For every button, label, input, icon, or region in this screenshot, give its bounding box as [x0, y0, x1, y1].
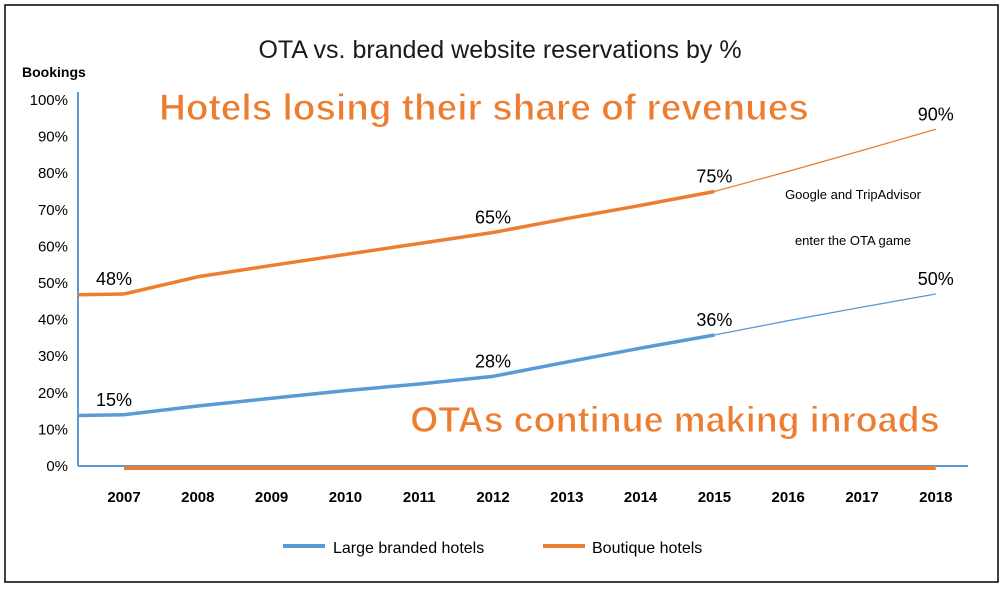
data-labels: 15% 28% 36% 50% 48% 65% 75% 90%	[96, 104, 954, 409]
data-label: 36%	[696, 310, 732, 330]
y-tick-label: 70%	[38, 202, 68, 219]
headline-bottom: OTAs continue making inroads	[410, 399, 939, 440]
y-tick-label: 10%	[38, 421, 68, 438]
y-tick-label: 60%	[38, 238, 68, 255]
x-tick-label: 2013	[550, 489, 583, 506]
data-label: 65%	[475, 207, 511, 227]
x-tick-label: 2010	[329, 489, 362, 506]
chart-frame	[4, 4, 999, 583]
data-label: 15%	[96, 390, 132, 410]
headline-top: Hotels losing their share of revenues	[159, 87, 809, 128]
data-label: 75%	[696, 167, 732, 187]
y-tick-label: 40%	[38, 312, 68, 329]
y-tick-label: 50%	[38, 275, 68, 292]
x-tick-label: 2008	[181, 489, 214, 506]
note-line-2: enter the OTA game	[795, 233, 911, 248]
data-label: 48%	[96, 269, 132, 289]
y-axis-label: Bookings	[22, 64, 86, 80]
axes: 0% 10% 20% 30% 40% 50% 60% 70% 80% 90% 100% 2007 200…	[30, 92, 968, 506]
note-line-1: Google and TripAdvisor	[785, 187, 922, 202]
series-projection-large-branded-hotels	[714, 293, 936, 336]
x-tick-label: 2011	[403, 489, 436, 506]
data-label: 50%	[918, 269, 954, 289]
y-tick-label: 100%	[30, 92, 68, 109]
x-tick-label: 2016	[772, 489, 805, 506]
x-tick-label: 2014	[624, 489, 658, 506]
x-tick-label: 2015	[698, 489, 731, 506]
x-tick-label: 2017	[845, 489, 878, 506]
y-tick-label: 0%	[46, 458, 68, 475]
series-line-boutique-hotels	[123, 189, 715, 296]
legend-label-large-branded: Large branded hotels	[333, 540, 484, 557]
x-tick-label: 2012	[476, 489, 509, 506]
y-tick-label: 30%	[38, 348, 68, 365]
series-line-start-large-branded-hotels	[77, 413, 125, 418]
series-projection-boutique-hotels	[714, 128, 936, 193]
y-tick-label: 90%	[38, 129, 68, 146]
data-label: 28%	[475, 351, 511, 371]
y-tick-label: 80%	[38, 165, 68, 182]
chart-title: OTA vs. branded website reservations by …	[258, 36, 741, 64]
x-tick-label: 2007	[107, 489, 140, 506]
series-layer	[77, 128, 936, 418]
y-tick-label: 20%	[38, 385, 68, 402]
series-line-large-branded-hotels	[123, 333, 715, 417]
data-label: 90%	[918, 104, 954, 124]
legend-label-boutique: Boutique hotels	[592, 540, 702, 557]
x-tick-label: 2009	[255, 489, 288, 506]
series-line-start-boutique-hotels	[77, 292, 125, 297]
legend: Large branded hotels Boutique hotels	[283, 540, 702, 557]
x-tick-label: 2018	[919, 489, 952, 506]
